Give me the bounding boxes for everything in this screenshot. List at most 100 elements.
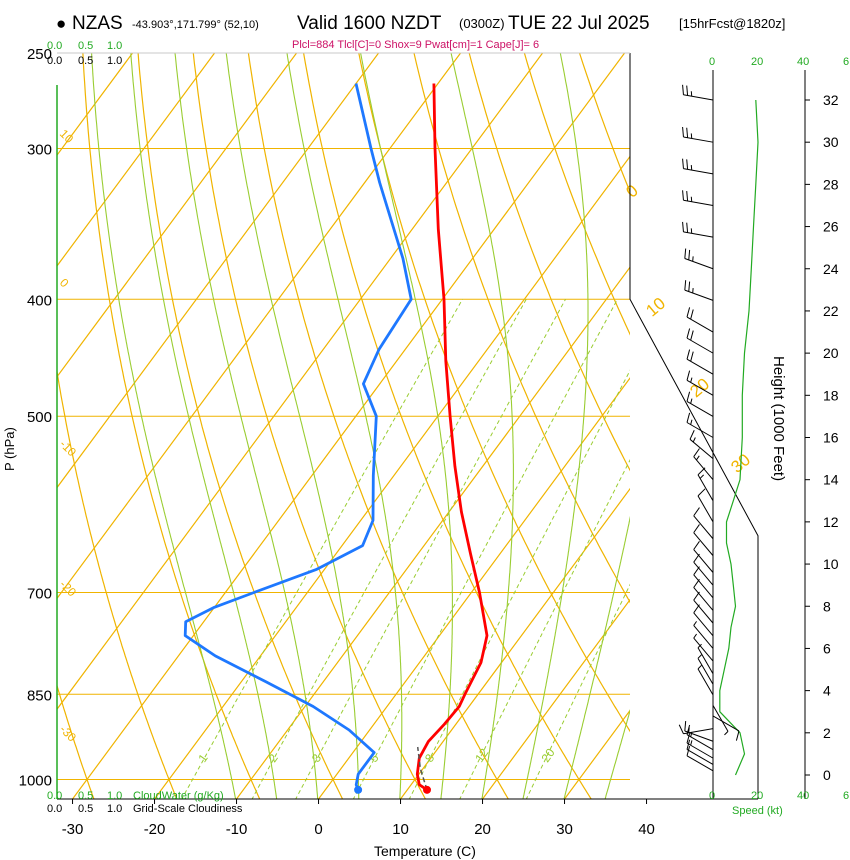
x-tick--30: -30 — [62, 821, 84, 838]
barb-staff — [686, 316, 714, 333]
barb-staff — [683, 231, 714, 238]
cloudiness-tick-top-1: 0.5 — [78, 55, 93, 67]
mixing-ratio-2 — [251, 299, 527, 799]
dry-adiabat-0 — [137, 53, 344, 799]
pressure-tick-700: 700 — [27, 586, 52, 603]
height-tick-24: 24 — [823, 261, 839, 277]
x-tick--10: -10 — [226, 821, 248, 838]
dry-adiabat-10 — [192, 53, 427, 799]
isotherm-label-0: 10 — [57, 127, 77, 147]
station-id: NZAS — [72, 13, 123, 34]
speed-tick-bottom-end: 6 — [843, 790, 849, 802]
wind-barb-28 — [686, 349, 714, 375]
barb-staff — [693, 515, 714, 540]
valid-date: TUE 22 Jul 2025 — [508, 13, 650, 34]
moist-adiabat-0 — [174, 53, 319, 799]
barb-full — [686, 85, 689, 96]
moist-adiabat-15 — [360, 53, 453, 799]
barb-full — [697, 488, 706, 497]
barb-staff — [684, 289, 714, 301]
cloudiness-tick-bottom-2: 1.0 — [107, 803, 122, 815]
wind-barb-32 — [684, 248, 714, 270]
barb-staff — [683, 199, 714, 206]
height-tick-8: 8 — [823, 598, 831, 614]
moist-adiabat-35 — [604, 709, 630, 799]
wind-barb-24 — [689, 430, 714, 459]
barb-staff — [697, 647, 714, 674]
x-tick-20: 20 — [474, 821, 491, 838]
barb-staff — [712, 705, 729, 732]
moist-adiabat-5 — [225, 53, 360, 799]
barb-staff — [697, 474, 714, 502]
wind-barb-35 — [682, 158, 714, 175]
barb-half — [690, 419, 693, 425]
barb-full — [686, 127, 689, 138]
x-tick-0: 0 — [314, 821, 322, 838]
barb-full — [686, 745, 691, 756]
speed-tick-bottom-1: 20 — [751, 790, 763, 802]
wind-barb-31 — [684, 280, 714, 301]
wind-barb-19 — [693, 524, 714, 556]
moist-adiabat-40 — [646, 53, 850, 800]
right-frame — [629, 53, 759, 799]
isotherm-0 — [317, 377, 630, 799]
barb-staff — [689, 438, 714, 459]
mixing-label-20: 20 — [539, 746, 558, 765]
barb-staff — [683, 94, 714, 101]
cloudiness-tick-bottom-1: 0.5 — [78, 803, 93, 815]
barb-full — [682, 84, 684, 95]
mixing-label-12: 12 — [472, 746, 491, 765]
height-tick-32: 32 — [823, 92, 839, 108]
speed-tick-top-0: 0 — [709, 56, 715, 68]
wind-barb-23 — [693, 448, 714, 481]
barb-full — [678, 724, 684, 735]
speed-tick-top-end: 6 — [843, 56, 849, 68]
wind-barb-26 — [686, 391, 714, 417]
wind-barb-34 — [682, 190, 714, 206]
speed-axis-label: Speed (kt) — [732, 805, 783, 817]
dry-adiabat--10 — [82, 53, 261, 799]
barb-full — [693, 541, 700, 550]
barb-full — [693, 448, 700, 457]
barb-full — [735, 730, 740, 741]
barb-full — [684, 280, 687, 291]
barb-full — [682, 221, 684, 232]
isotherm--50 — [57, 53, 462, 600]
surface-dew-dot — [354, 785, 363, 794]
cloudwater-tick-top-1: 0.5 — [78, 40, 93, 52]
barb-full — [682, 126, 684, 138]
dry-adiabat-110 — [745, 53, 850, 800]
dry-adiabat-20 — [247, 53, 509, 799]
isotherm-20 — [481, 598, 630, 799]
height-tick-22: 22 — [823, 303, 839, 319]
wind-barb-9 — [697, 654, 714, 685]
barb-staff — [686, 749, 714, 765]
header-bullet: ● — [56, 14, 66, 33]
barb-full — [690, 330, 694, 341]
forecast-hour: [15hrFcst@1820z] — [679, 16, 785, 31]
barb-half — [692, 437, 696, 443]
barb-half — [693, 621, 697, 626]
barb-full — [689, 430, 695, 440]
pressure-tick-300: 300 — [27, 142, 52, 159]
wind-barb-20 — [693, 507, 714, 540]
barb-staff — [693, 637, 714, 662]
wind-barb-33 — [682, 221, 714, 238]
barb-full — [686, 739, 691, 750]
pressure-tick-850: 850 — [27, 687, 52, 704]
barb-full — [686, 222, 689, 233]
barb-full — [688, 281, 691, 292]
dry-adiabat-40 — [358, 53, 630, 733]
height-tick-18: 18 — [823, 387, 839, 403]
isotherm-label-4: -30 — [57, 722, 79, 744]
barb-staff — [686, 400, 714, 417]
wind-barb-12 — [693, 621, 714, 649]
barb-staff — [697, 495, 714, 523]
barb-staff — [686, 422, 714, 438]
x-tick-40: 40 — [638, 821, 655, 838]
barb-full — [686, 307, 691, 318]
surface-temp-dot — [423, 785, 432, 794]
height-tick-2: 2 — [823, 725, 831, 741]
grid-clip: 1 2 3 5 8 12 20 — [57, 53, 850, 800]
x-tick-10: 10 — [392, 821, 409, 838]
